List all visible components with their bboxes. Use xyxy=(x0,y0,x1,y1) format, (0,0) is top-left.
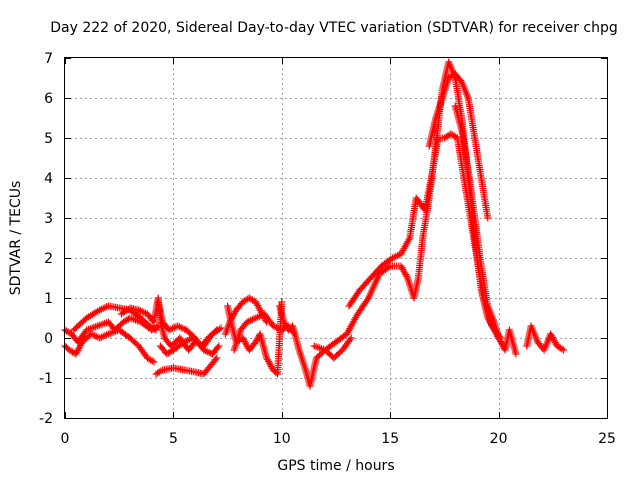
y-tick-label: -2 xyxy=(39,411,53,427)
plus-markers xyxy=(61,326,158,366)
plus-markers xyxy=(230,310,299,354)
series-track-16 xyxy=(523,322,568,354)
y-axis-label: SDTVAR / TECUs xyxy=(8,181,24,296)
x-tick-label: 25 xyxy=(598,431,616,447)
series-track-9 xyxy=(224,298,286,378)
plus-markers xyxy=(152,354,221,378)
grid-lines xyxy=(65,58,607,418)
series-track-7 xyxy=(156,326,221,358)
y-tick-label: 0 xyxy=(44,331,53,347)
chart-title: Day 222 of 2020, Sidereal Day-to-day VTE… xyxy=(50,20,618,36)
plus-markers xyxy=(425,70,492,222)
axis-ticks xyxy=(65,58,608,419)
y-tick-label: 4 xyxy=(44,171,53,187)
y-tick-label: 1 xyxy=(44,291,53,307)
x-tick-label: 20 xyxy=(490,431,508,447)
data-marks xyxy=(61,58,568,390)
x-axis-label: GPS time / hours xyxy=(277,458,394,474)
series-track-5 xyxy=(152,354,221,378)
plot-frame xyxy=(64,57,608,419)
plus-markers xyxy=(523,322,568,354)
plus-markers xyxy=(451,102,520,358)
x-tick-label: 15 xyxy=(381,431,399,447)
y-tick-label: 3 xyxy=(44,211,53,227)
y-tick-label: 6 xyxy=(44,91,53,107)
y-tick-label: -1 xyxy=(39,371,53,387)
series-track-2 xyxy=(61,326,158,366)
y-tick-label: 7 xyxy=(44,51,53,67)
plus-markers xyxy=(156,326,221,358)
series-track-15 xyxy=(451,102,520,358)
x-tick-label: 5 xyxy=(169,431,178,447)
y-tick-label: 5 xyxy=(44,131,53,147)
x-tick-label: 0 xyxy=(61,431,70,447)
x-tick-labels: 0 5 10 15 20 25 xyxy=(61,431,616,447)
series-track-14 xyxy=(425,70,492,222)
y-tick-label: 2 xyxy=(44,251,53,267)
series-track-10 xyxy=(230,310,299,354)
x-tick-label: 10 xyxy=(273,431,291,447)
plus-markers xyxy=(224,298,286,378)
y-tick-labels: -2 -1 0 1 2 3 4 5 6 7 xyxy=(39,51,53,427)
